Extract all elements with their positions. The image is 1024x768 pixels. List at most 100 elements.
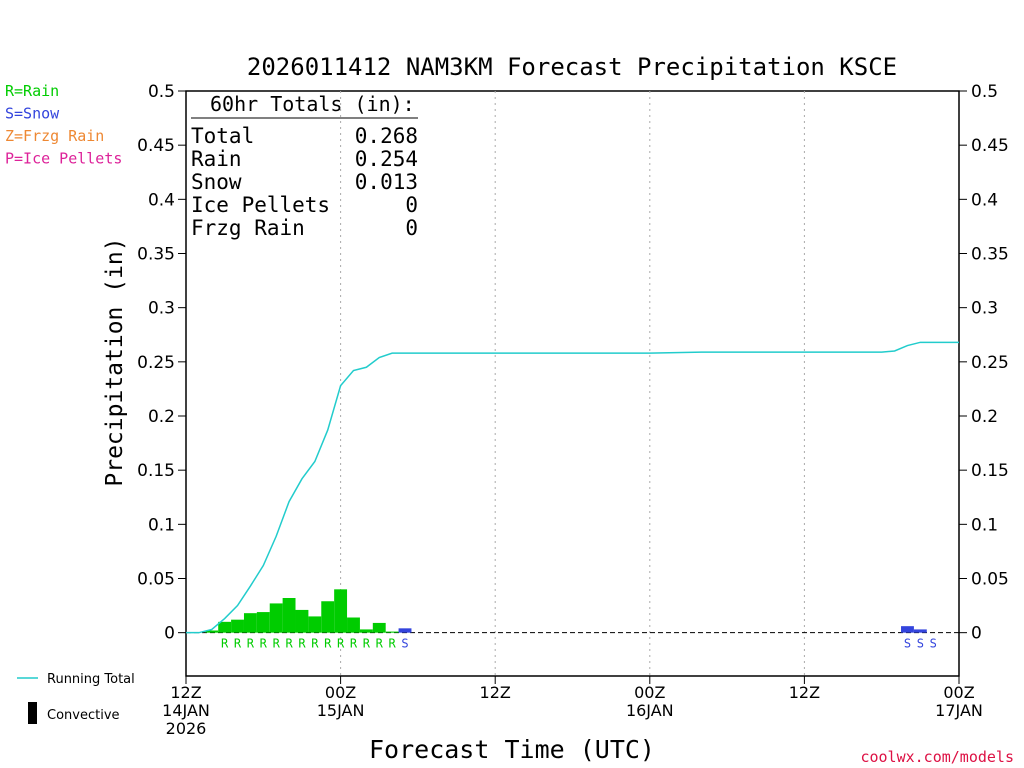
ptype-mark: R <box>337 637 345 651</box>
ptype-mark: S <box>401 637 408 651</box>
ptype-mark: R <box>285 637 293 651</box>
y-tick-label-left: 0.45 <box>137 136 175 156</box>
y-tick-label-right: 0.25 <box>971 353 1009 373</box>
x-tick-label: 14JAN <box>162 701 210 720</box>
ptype-mark: R <box>298 637 306 651</box>
plot-frame <box>185 90 960 677</box>
rain-bar <box>372 622 386 633</box>
y-tick-label-right: 0.3 <box>971 299 998 319</box>
ptype-mark: R <box>221 637 229 651</box>
totals-row-value: 0.013 <box>355 170 418 194</box>
x-tick-label: 12Z <box>480 683 511 702</box>
x-tick-label: 16JAN <box>626 701 674 720</box>
ptype-mark: S <box>917 637 924 651</box>
x-tick-label: 17JAN <box>935 701 983 720</box>
snow-bar <box>913 629 927 633</box>
totals-row-label: Snow <box>191 170 242 194</box>
y-tick-label-left: 0 <box>164 624 175 644</box>
rain-bar <box>282 598 296 633</box>
rain-bar <box>205 630 219 633</box>
ptype-mark: R <box>376 637 384 651</box>
rain-bar <box>347 617 360 633</box>
y-tick-label-left: 0.35 <box>137 245 175 265</box>
legend-entry-label: Running Total <box>47 672 135 687</box>
totals-heading: 60hr Totals (in): <box>210 92 415 116</box>
y-axis-label: Precipitation (in) <box>102 237 128 486</box>
ptype-legend: R=Rain S=Snow Z=Frzg Rain P=Ice Pellets <box>5 82 122 168</box>
totals-row-label: Total <box>191 124 254 148</box>
rain-bar <box>321 601 335 633</box>
y-tick-label-left: 0.05 <box>137 570 175 590</box>
grid-lines <box>340 91 805 676</box>
totals-rows: Total 0.268 Rain 0.254 Snow 0.013 Ice Pellets 0… <box>191 124 418 240</box>
series-legend: Running Total Convective <box>17 672 135 724</box>
credit-text: coolwx.com/models <box>860 748 1014 766</box>
totals-box: 60hr Totals (in): Total 0.268 Rain 0.254 Sno… <box>191 92 418 240</box>
y-tick-label-right: 0.05 <box>971 570 1009 590</box>
y-tick-label-left: 0.25 <box>137 353 175 373</box>
y-tick-label-right: 0 <box>971 624 982 644</box>
ptype-mark: R <box>273 637 281 651</box>
ptype-mark: R <box>324 637 332 651</box>
y-tick-label-left: 0.5 <box>148 82 175 102</box>
rain-bar <box>385 631 399 633</box>
rain-bar <box>256 612 270 633</box>
chart-title: 2026011412 NAM3KM Forecast Precipitation… <box>247 53 897 81</box>
x-tick-label: 00Z <box>325 683 356 702</box>
rain-bar <box>295 609 309 633</box>
ptype-mark: R <box>234 637 242 651</box>
y-tick-label-left: 0.15 <box>137 461 175 481</box>
ptype-mark: R <box>311 637 319 651</box>
y-tick-label-right: 0.4 <box>971 190 998 210</box>
rain-bar <box>334 589 348 633</box>
x-tick-label: 12Z <box>789 683 820 702</box>
totals-row-label: Ice Pellets <box>191 193 330 217</box>
x-tick-label: 00Z <box>634 683 665 702</box>
running-total-line <box>186 341 959 634</box>
ptype-mark: R <box>350 637 358 651</box>
snow-bar <box>901 626 914 633</box>
y-tick-label-right: 0.45 <box>971 136 1009 156</box>
ptype-mark: R <box>389 637 397 651</box>
ptype-mark: R <box>260 637 268 651</box>
legend-bar-swatch <box>28 702 37 724</box>
ptype-mark: S <box>930 637 937 651</box>
x-tick-label: 15JAN <box>317 701 365 720</box>
rain-bar <box>218 621 232 633</box>
y-tick-label-right: 0.1 <box>971 515 998 535</box>
rain-bar <box>269 603 283 633</box>
y-tick-label-left: 0.2 <box>148 407 175 427</box>
y-axis-left: 0 0.05 0.1 0.15 0.2 0.25 0.3 0.35 0.4 0.45 0.5 <box>137 82 186 644</box>
ptype-mark: S <box>904 637 911 651</box>
ptype-legend-entry: S=Snow <box>5 105 60 123</box>
ptype-legend-entry: R=Rain <box>5 82 59 100</box>
totals-row-value: 0 <box>405 193 418 217</box>
rain-bar <box>231 619 244 633</box>
x-tick-label: 00Z <box>943 683 974 702</box>
ptype-mark: R <box>363 637 371 651</box>
rain-bars <box>205 589 399 633</box>
ptype-mark: R <box>247 637 255 651</box>
y-tick-label-right: 0.35 <box>971 245 1009 265</box>
y-tick-label-right: 0.5 <box>971 82 998 102</box>
x-tick-label: 12Z <box>170 683 201 702</box>
totals-row-value: 0 <box>405 216 418 240</box>
legend-entry-label: Convective <box>47 708 120 723</box>
y-tick-label-left: 0.4 <box>148 190 175 210</box>
x-axis-label: Forecast Time (UTC) <box>369 735 655 764</box>
y-tick-label-right: 0.15 <box>971 461 1009 481</box>
rain-bar <box>243 613 257 633</box>
snow-bars <box>398 626 927 633</box>
y-tick-label-left: 0.3 <box>148 299 175 319</box>
totals-row-value: 0.254 <box>355 147 418 171</box>
ptype-legend-entry: P=Ice Pellets <box>5 150 122 168</box>
rain-bar <box>359 629 373 633</box>
snow-bar <box>398 628 412 633</box>
totals-row-label: Frzg Rain <box>191 216 305 240</box>
y-axis-right: 0 0.05 0.1 0.15 0.2 0.25 0.3 0.35 0.4 0.45 0.5 <box>959 82 1009 644</box>
totals-row-label: Rain <box>191 147 242 171</box>
ptype-legend-entry: Z=Frzg Rain <box>5 127 104 145</box>
